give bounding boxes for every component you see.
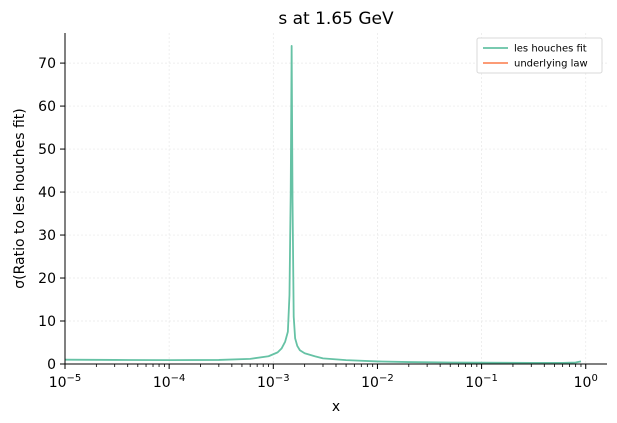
axes: 0 10 20 30 40 50 60 70 10−5 10−4 10−3 10−2 10−1 100 [38,33,607,391]
legend-label-1: underlying law [514,59,588,70]
x-tick-label-0: 10−5 [49,373,82,391]
y-tick-label-0: 0 [47,357,56,373]
series-group [64,45,582,364]
x-tick-label-3: 10−2 [361,373,394,391]
legend-label-0: les houches fit [514,44,587,55]
legend: les houches fit underlying law [476,37,603,74]
y-tick-label-3: 30 [38,228,56,244]
x-tick-label-2: 10−3 [257,373,290,391]
grid [64,33,607,365]
y-tick-label-2: 20 [38,271,56,287]
series-line-0 [64,45,582,364]
legend-box [476,37,603,74]
y-tick-label-4: 40 [38,185,56,201]
x-tick-label-4: 10−1 [465,373,498,391]
x-tick-label-1: 10−4 [153,373,186,391]
x-axis-label: x [332,399,340,415]
y-tick-label-1: 10 [38,314,56,330]
chart-title: s at 1.65 GeV [278,9,394,29]
y-tick-label-5: 50 [38,142,56,158]
y-tick-label-7: 70 [38,56,56,72]
y-axis-label: σ(Ratio to les houches fit) [12,108,28,289]
y-tick-label-6: 60 [38,99,56,115]
x-tick-label-5: 100 [574,373,598,391]
